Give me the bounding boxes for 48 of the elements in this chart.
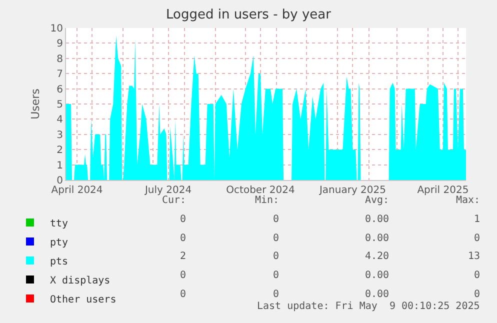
text: 0 bbox=[180, 214, 186, 225]
text: Max: bbox=[456, 195, 480, 206]
y-tick-label: 7 bbox=[56, 69, 63, 80]
text: 0 bbox=[180, 270, 186, 281]
text: 0 bbox=[474, 233, 480, 244]
x-tick-label: April 2025 bbox=[417, 185, 469, 196]
x-tick-label: July 2024 bbox=[144, 185, 192, 196]
legend-label: pty bbox=[50, 237, 68, 248]
text: 2 bbox=[180, 251, 186, 262]
text: 0 bbox=[474, 289, 480, 300]
text: 0 bbox=[180, 233, 186, 244]
y-tick-label: 8 bbox=[56, 54, 63, 65]
text: 0.00 bbox=[365, 233, 390, 244]
y-tick-label: 1 bbox=[56, 160, 63, 172]
text: 0 bbox=[273, 233, 280, 244]
text: Cur: bbox=[162, 195, 186, 206]
text: 13 bbox=[468, 251, 480, 262]
y-tick-label: 2 bbox=[56, 145, 63, 156]
y-tick-label: 5 bbox=[56, 100, 63, 110]
text: Min: bbox=[255, 195, 280, 206]
text: 0 bbox=[180, 289, 186, 300]
y-tick-label: 4 bbox=[56, 114, 63, 126]
y-tick-label: 0 bbox=[56, 176, 63, 186]
text: 0 bbox=[273, 251, 280, 262]
y-tick-label: 9 bbox=[56, 38, 63, 50]
y-tick-label: 6 bbox=[56, 84, 63, 96]
chart-title: Logged in users - by year bbox=[166, 8, 332, 23]
text: 0.00 bbox=[365, 270, 390, 281]
legend-label: Other users bbox=[50, 294, 116, 306]
x-tick-label: January 2025 bbox=[318, 185, 386, 196]
x-tick-label: October 2024 bbox=[226, 185, 295, 196]
text: 4.20 bbox=[365, 251, 390, 262]
y-tick-label: 10 bbox=[50, 24, 63, 34]
text: 0 bbox=[273, 214, 280, 225]
text: 0 bbox=[474, 270, 480, 281]
y-tick-label: 3 bbox=[56, 130, 63, 141]
text: Last update: Fri May 9 00:10:25 2025 bbox=[257, 301, 480, 312]
text: 0 bbox=[273, 270, 280, 281]
text: 0 bbox=[273, 289, 280, 300]
legend-label: tty bbox=[50, 218, 68, 230]
y-axis-title: Users bbox=[28, 88, 42, 120]
text: 1 bbox=[474, 214, 480, 225]
legend-label: pts bbox=[50, 256, 68, 268]
text: 0.00 bbox=[365, 289, 390, 300]
text: 0.00 bbox=[365, 214, 390, 225]
text: Avg: bbox=[365, 195, 390, 206]
x-tick-label: April 2024 bbox=[51, 185, 103, 196]
legend-label: X displays bbox=[50, 275, 110, 286]
